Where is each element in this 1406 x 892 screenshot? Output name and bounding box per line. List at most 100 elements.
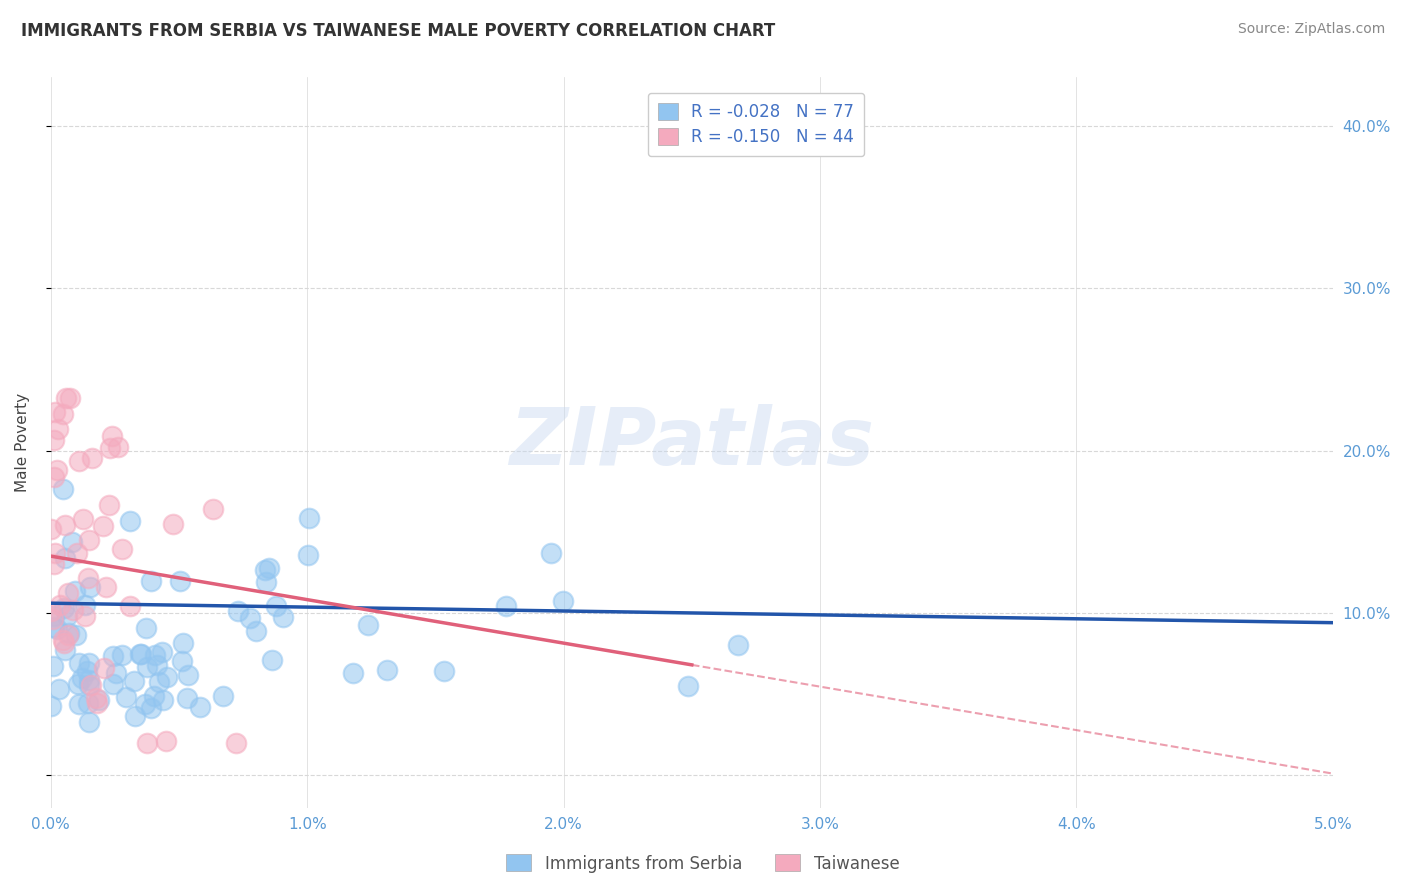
Point bbox=[67, 656, 90, 670]
Point bbox=[42, 557, 65, 571]
Point bbox=[39, 604, 62, 618]
Point bbox=[53, 517, 76, 532]
Point bbox=[84, 691, 107, 706]
Point bbox=[118, 599, 141, 613]
Point bbox=[46, 422, 69, 436]
Point bbox=[727, 638, 749, 652]
Point bbox=[101, 429, 124, 443]
Point bbox=[77, 656, 100, 670]
Point bbox=[79, 533, 101, 547]
Point bbox=[155, 734, 177, 748]
Point bbox=[44, 433, 66, 447]
Point bbox=[202, 502, 225, 516]
Point bbox=[91, 519, 114, 533]
Point bbox=[56, 627, 79, 641]
Point bbox=[107, 440, 129, 454]
Point bbox=[111, 541, 134, 556]
Point bbox=[551, 593, 574, 607]
Point bbox=[298, 511, 321, 525]
Point bbox=[146, 658, 169, 673]
Point bbox=[52, 633, 75, 648]
Legend: Immigrants from Serbia, Taiwanese: Immigrants from Serbia, Taiwanese bbox=[499, 847, 907, 880]
Point bbox=[48, 682, 70, 697]
Point bbox=[42, 658, 65, 673]
Point bbox=[66, 677, 89, 691]
Point bbox=[53, 551, 76, 566]
Point bbox=[39, 698, 62, 713]
Point bbox=[98, 441, 121, 455]
Point bbox=[42, 469, 65, 483]
Point bbox=[52, 483, 75, 497]
Point bbox=[172, 636, 194, 650]
Point bbox=[131, 647, 153, 661]
Point bbox=[52, 636, 75, 650]
Point bbox=[169, 574, 191, 588]
Legend: R = -0.028   N = 77, R = -0.150   N = 44: R = -0.028 N = 77, R = -0.150 N = 44 bbox=[648, 93, 865, 156]
Point bbox=[342, 666, 364, 681]
Point bbox=[118, 514, 141, 528]
Point bbox=[79, 580, 101, 594]
Point bbox=[135, 659, 157, 673]
Point bbox=[87, 693, 110, 707]
Point bbox=[101, 649, 124, 664]
Point bbox=[188, 699, 211, 714]
Point bbox=[170, 654, 193, 668]
Point bbox=[46, 463, 69, 477]
Point bbox=[58, 586, 80, 600]
Point bbox=[176, 691, 198, 706]
Point bbox=[357, 617, 380, 632]
Text: Source: ZipAtlas.com: Source: ZipAtlas.com bbox=[1237, 22, 1385, 37]
Point bbox=[142, 689, 165, 703]
Point bbox=[256, 575, 278, 590]
Point bbox=[495, 599, 517, 613]
Point bbox=[432, 664, 454, 678]
Point bbox=[53, 643, 76, 657]
Point bbox=[134, 698, 156, 712]
Point bbox=[297, 548, 319, 562]
Point bbox=[150, 645, 173, 659]
Point bbox=[148, 675, 170, 690]
Point bbox=[111, 648, 134, 662]
Point bbox=[60, 535, 83, 549]
Point bbox=[162, 516, 184, 531]
Point bbox=[676, 679, 699, 693]
Point bbox=[257, 561, 280, 575]
Point bbox=[156, 670, 179, 684]
Point bbox=[39, 522, 62, 536]
Point bbox=[143, 648, 166, 662]
Text: ZIPatlas: ZIPatlas bbox=[509, 403, 875, 482]
Point bbox=[52, 408, 75, 422]
Point bbox=[42, 611, 65, 625]
Point bbox=[49, 598, 72, 612]
Point bbox=[80, 678, 103, 692]
Point bbox=[44, 620, 66, 634]
Point bbox=[124, 709, 146, 723]
Point bbox=[128, 648, 150, 662]
Point bbox=[73, 608, 96, 623]
Y-axis label: Male Poverty: Male Poverty bbox=[15, 393, 30, 492]
Point bbox=[44, 405, 66, 419]
Point bbox=[44, 609, 66, 624]
Point bbox=[152, 693, 174, 707]
Point bbox=[77, 571, 100, 585]
Point bbox=[77, 673, 100, 687]
Point bbox=[45, 623, 67, 637]
Point bbox=[63, 584, 86, 599]
Point bbox=[67, 698, 90, 712]
Point bbox=[76, 696, 98, 710]
Point bbox=[135, 622, 157, 636]
Point bbox=[104, 665, 127, 680]
Point bbox=[122, 673, 145, 688]
Point bbox=[72, 671, 94, 685]
Point bbox=[271, 609, 294, 624]
Point bbox=[65, 628, 87, 642]
Point bbox=[177, 668, 200, 682]
Point bbox=[59, 391, 82, 405]
Point bbox=[264, 599, 287, 613]
Point bbox=[76, 664, 98, 678]
Point bbox=[253, 563, 276, 577]
Point bbox=[139, 574, 162, 588]
Point bbox=[212, 689, 235, 703]
Point bbox=[52, 601, 75, 615]
Point bbox=[141, 701, 163, 715]
